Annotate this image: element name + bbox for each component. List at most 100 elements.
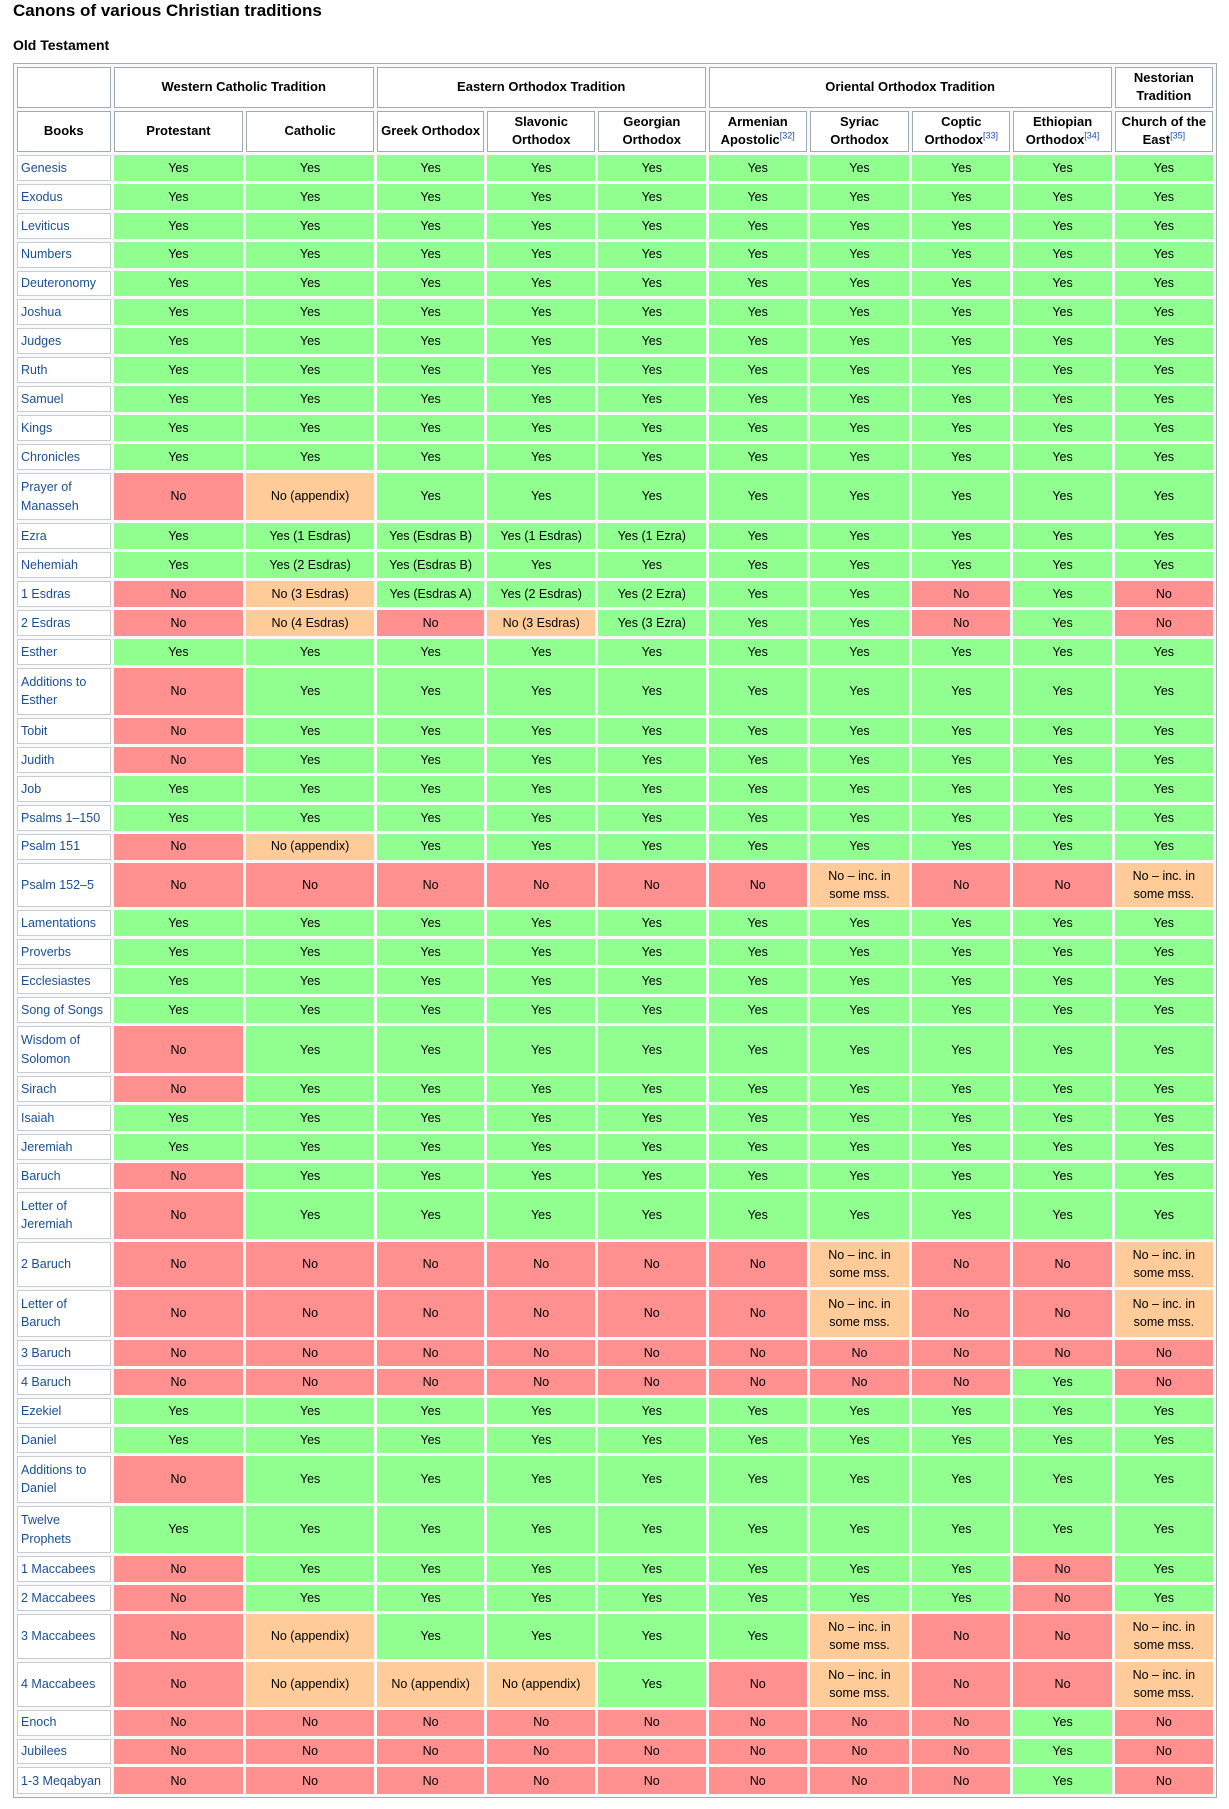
status-cell-no: No [113,1289,244,1338]
status-cell-no: No [708,1738,807,1765]
status-cell-yes: Yes [597,472,706,521]
status-cell-yes: Yes [912,1162,1011,1189]
book-link[interactable]: Joshua [21,305,62,320]
status-cell-yes: Yes [708,270,807,297]
book-cell: Enoch [17,1709,111,1736]
book-cell: Sirach [17,1076,111,1103]
status-cell-yes: Yes [113,415,244,442]
footnote-ref-link[interactable]: [35] [1170,131,1186,142]
status-cell-yes: Yes [809,997,910,1024]
book-link[interactable]: Psalm 151 [21,839,81,854]
book-link[interactable]: 2 Baruch [21,1257,72,1272]
book-link[interactable]: Daniel [21,1432,57,1447]
status-cell-yes: Yes [376,444,485,470]
table-row: 2 Esdras No No (4 Esdras) No No (3 Esdras) Ye… [17,609,1213,636]
book-link[interactable]: Judges [21,334,62,349]
book-link[interactable]: 4 Maccabees [21,1677,96,1692]
status-cell-yes: Yes [113,386,244,413]
book-link[interactable]: Prayer of Manasseh [21,480,79,513]
footnote-ref-link[interactable]: [32] [779,131,795,142]
book-link[interactable]: Wisdom of Solomon [21,1033,81,1066]
status-cell-yes: Yes [912,968,1011,995]
book-link[interactable]: Leviticus [21,218,70,233]
book-link[interactable]: Deuteronomy [21,276,97,291]
book-link[interactable]: Jeremiah [21,1139,73,1154]
book-link[interactable]: 1 Maccabees [21,1561,96,1576]
status-cell-yes: Yes [113,154,244,181]
status-cell-yes: Yes [1114,1026,1213,1074]
status-cell-no: No [1114,580,1213,607]
book-cell: Judges [17,328,111,355]
book-link[interactable]: Additions to Esther [21,675,87,708]
footnote-ref-link[interactable]: [34] [1084,131,1100,142]
status-cell-yes: Yes [809,154,910,181]
status-cell-yes: Yes [597,1585,706,1611]
book-link[interactable]: Enoch [21,1715,57,1730]
status-cell-yes: Yes [487,357,595,384]
status-cell-yes: Yes [597,212,706,239]
book-link[interactable]: Psalm 152–5 [21,877,94,892]
book-link[interactable]: 2 Maccabees [21,1590,96,1605]
book-link[interactable]: Esther [21,644,58,659]
status-cell-yes: Yes [246,638,374,665]
book-link[interactable]: Sirach [21,1082,57,1097]
table-row: Twelve Prophets Yes Yes Yes Yes Yes Yes Yes Yes Y… [17,1505,1213,1554]
status-cell-no: No [113,1368,244,1395]
book-link[interactable]: Chronicles [21,449,81,464]
status-cell-yes: Yes [1013,1162,1112,1189]
status-cell-no: No [113,1767,244,1794]
status-cell-yes: Yes [246,775,374,802]
book-link[interactable]: Additions to Daniel [21,1463,87,1496]
status-cell-yes: Yes [597,1455,706,1503]
book-link[interactable]: Song of Songs [21,1003,104,1017]
book-link[interactable]: Letter of Baruch [21,1297,67,1330]
book-link[interactable]: 1-3 Meqabyan [21,1773,101,1788]
book-link[interactable]: Letter of Jeremiah [21,1199,73,1232]
book-link[interactable]: 3 Baruch [21,1345,72,1360]
book-link[interactable]: Jubilees [21,1744,67,1759]
book-link[interactable]: Ruth [21,363,48,378]
book-link[interactable]: Judith [21,752,55,767]
status-cell-no: No [912,609,1011,636]
book-link[interactable]: Isaiah [21,1111,55,1126]
book-link[interactable]: Baruch [21,1168,61,1183]
book-link[interactable]: Ecclesiastes [21,974,91,989]
column-header-catholic: Catholic [246,110,374,152]
book-link[interactable]: Samuel [21,392,64,407]
status-cell-no: No [597,1709,706,1736]
column-header-church-of-the-east: Church of the East[35] [1114,110,1213,152]
status-cell-yes: Yes [1013,1767,1112,1794]
status-cell-yes: Yes [246,183,374,210]
book-link[interactable]: Numbers [21,247,72,262]
status-cell-yes: Yes [597,667,706,715]
book-link[interactable]: Ezra [21,529,47,544]
status-cell-no: No [487,1709,595,1736]
book-link[interactable]: Nehemiah [21,557,78,572]
book-link[interactable]: 1 Esdras [21,586,71,601]
status-cell-yes: Yes [708,638,807,665]
status-cell-no: No [1013,1242,1112,1287]
book-link[interactable]: 4 Baruch [21,1374,72,1389]
book-link[interactable]: Ezekiel [21,1403,62,1418]
book-link[interactable]: Exodus [21,189,63,204]
book-link[interactable]: Kings [21,421,53,435]
book-link[interactable]: 3 Maccabees [21,1629,96,1644]
status-cell-yes: Yes [376,939,485,966]
status-cell-no: No [113,472,244,521]
status-cell-no: No [113,1613,244,1659]
book-link[interactable]: Proverbs [21,945,72,960]
status-cell-no: No [487,862,595,908]
book-link[interactable]: Job [21,781,42,796]
book-link[interactable]: Tobit [21,723,48,738]
status-cell-yes: Yes [912,299,1011,326]
status-cell-yes: Yes [1114,552,1213,578]
book-link[interactable]: 2 Esdras [21,615,71,630]
table-row: Judith No Yes Yes Yes Yes Yes Yes Yes Yes Yes [17,746,1213,773]
footnote-ref-link[interactable]: [33] [983,131,999,142]
status-cell-yes: Yes [708,523,807,550]
book-link[interactable]: Psalms 1–150 [21,810,101,825]
status-cell-maybe: No (3 Esdras) [487,609,595,636]
book-link[interactable]: Twelve Prophets [21,1513,72,1546]
book-link[interactable]: Lamentations [21,916,97,931]
book-link[interactable]: Genesis [21,160,67,175]
